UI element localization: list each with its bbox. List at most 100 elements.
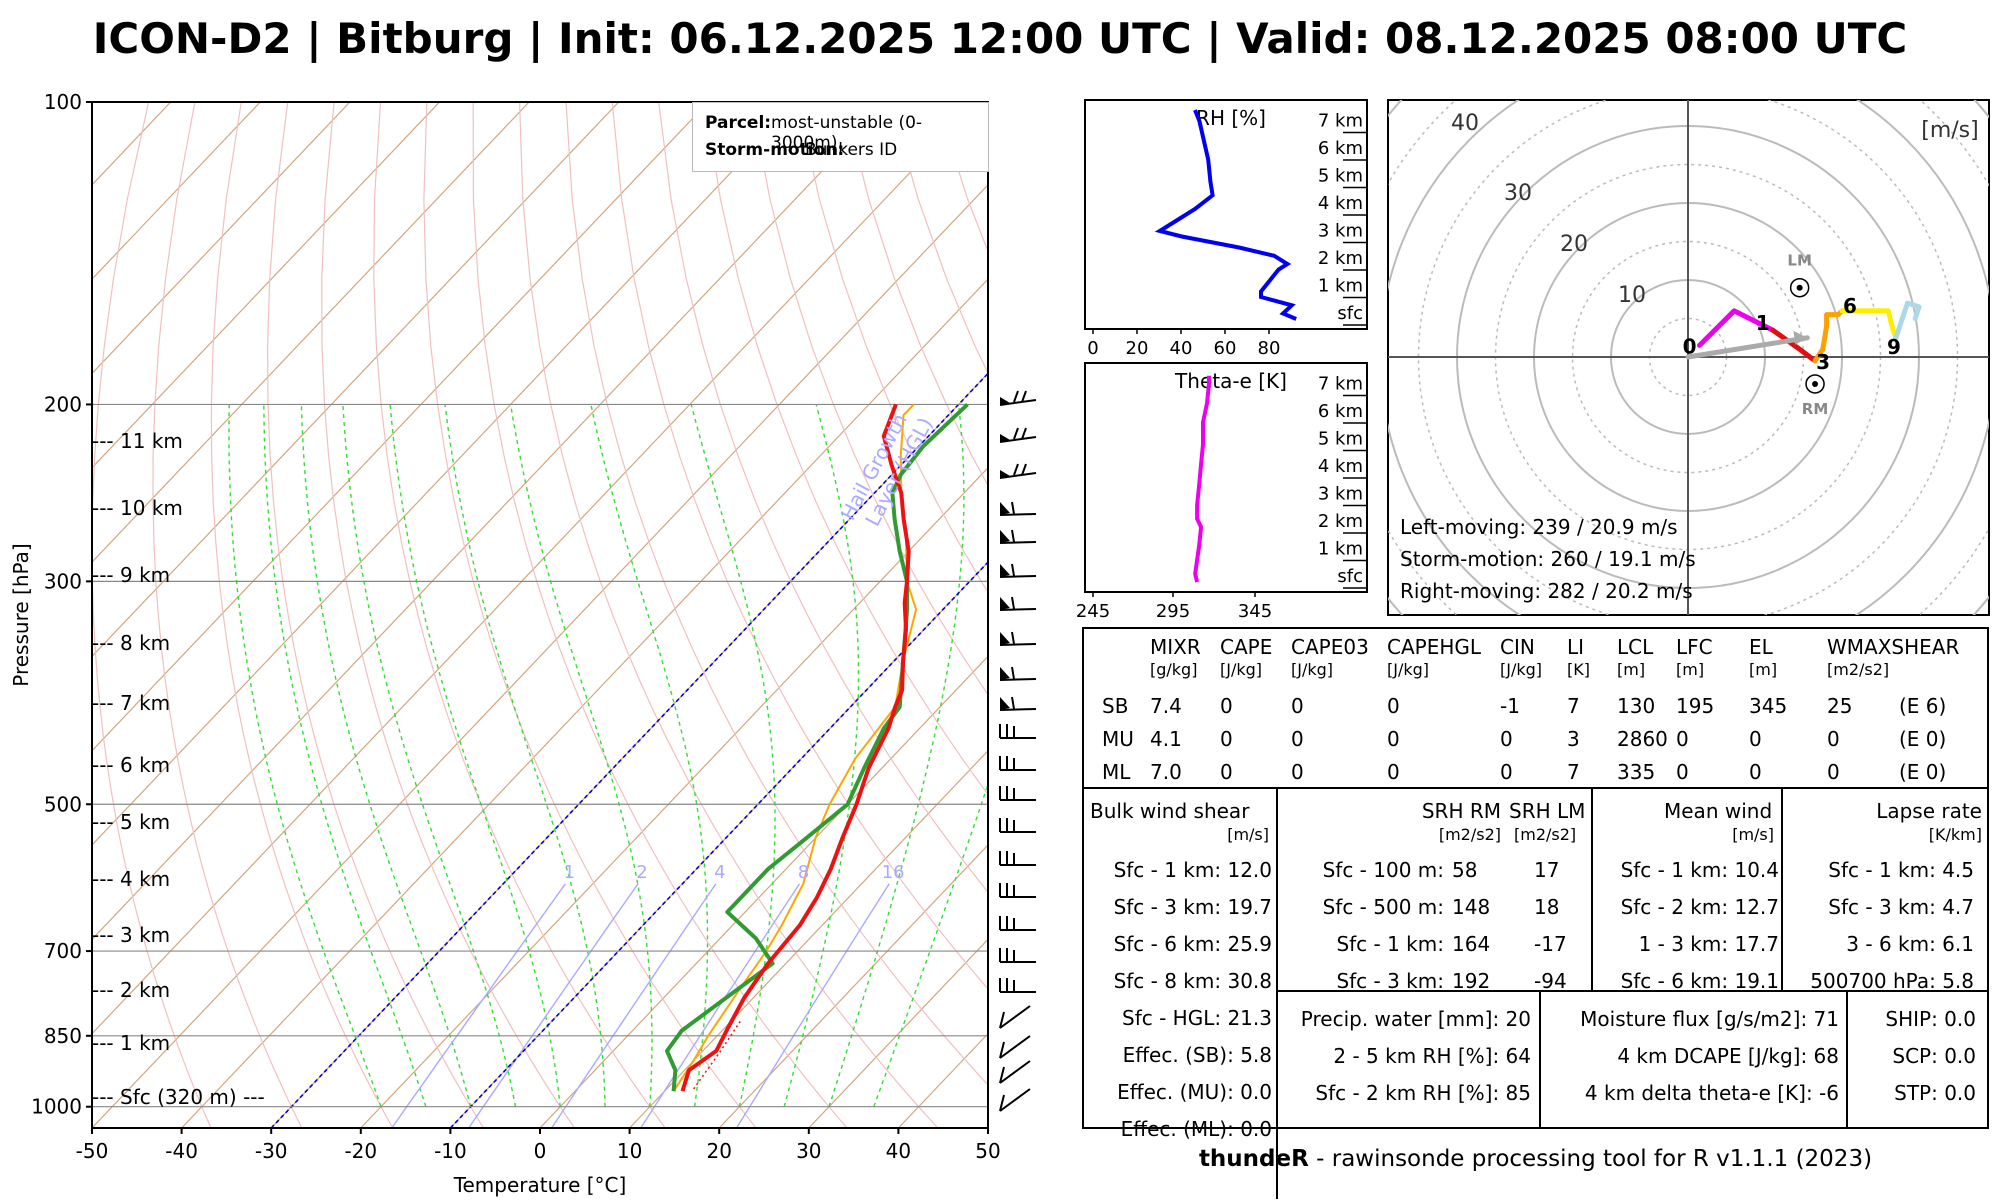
parcel-value: most-unstable (0-3000m) bbox=[771, 113, 923, 153]
table-value: 195 bbox=[1676, 694, 1715, 718]
moist-adiabat bbox=[228, 404, 382, 1107]
mixing-ratio-line bbox=[551, 883, 717, 1128]
barb-staff bbox=[999, 513, 1037, 516]
barb-feather bbox=[1011, 563, 1015, 577]
height-label: --- 10 km bbox=[92, 496, 183, 520]
barb-feather bbox=[999, 883, 1015, 897]
wind-barb bbox=[999, 563, 1037, 578]
isotherm bbox=[92, 102, 888, 941]
hodograph-point-label: 3 bbox=[1816, 350, 1830, 374]
theta-e-frame bbox=[1084, 362, 1368, 593]
table-value: 0 bbox=[1387, 760, 1400, 784]
temp-tick-label: 20 bbox=[706, 1139, 731, 1163]
theta-e-height-label: 6 km bbox=[1318, 401, 1363, 422]
table-header: EL bbox=[1749, 635, 1773, 659]
barb-feather bbox=[1011, 696, 1015, 710]
moisture-left-row: 2 - 5 km RH [%]: 64 bbox=[1333, 1044, 1531, 1068]
hodograph-segment bbox=[1839, 308, 1899, 341]
bulk-shear-row: Sfc - 8 km: 30.8 bbox=[1113, 969, 1272, 993]
storm-motion-label: RM bbox=[1802, 400, 1828, 418]
isotherm bbox=[360, 466, 988, 1128]
table-value: 130 bbox=[1617, 694, 1656, 718]
height-label: --- 11 km bbox=[92, 429, 183, 453]
footer-text: - rawinsonde processing tool for R v1.1.… bbox=[1308, 1146, 1873, 1172]
mixing-ratio-line bbox=[736, 883, 890, 1128]
theta-e-height-label: 1 km bbox=[1318, 539, 1363, 560]
table-value: 0 bbox=[1500, 760, 1513, 784]
table-value: 0 bbox=[1387, 694, 1400, 718]
barb-feather bbox=[999, 916, 1015, 930]
table-header: WMAXSHEAR bbox=[1827, 635, 1960, 659]
mean-wind-row: Sfc - 1 km: 10.4 bbox=[1620, 858, 1779, 882]
table-value: 0 bbox=[1749, 760, 1762, 784]
srh-lm-title: SRH LM bbox=[1509, 799, 1586, 823]
height-label: --- Sfc (320 m) --- bbox=[92, 1085, 265, 1109]
temp-tick-label: 0 bbox=[534, 1139, 547, 1163]
bulk-shear-row: Sfc - HGL: 21.3 bbox=[1122, 1006, 1272, 1030]
hodograph-point-label: 6 bbox=[1843, 294, 1857, 318]
dry-adiabat bbox=[750, 102, 988, 696]
table-unit: [g/kg] bbox=[1150, 660, 1198, 679]
isotherm bbox=[629, 749, 988, 1128]
moist-adiabat bbox=[828, 404, 965, 1107]
table-unit: [J/kg] bbox=[1387, 660, 1430, 679]
mean-wind-title: Mean wind bbox=[1664, 799, 1773, 823]
hodograph-ring-label: 20 bbox=[1560, 232, 1588, 257]
mixing-ratio-label: 8 bbox=[798, 862, 809, 883]
wind-barb bbox=[999, 851, 1036, 866]
moist-adiabat bbox=[690, 404, 776, 1107]
table-unit: [m] bbox=[1617, 660, 1646, 679]
table-value: (E 0) bbox=[1899, 727, 1947, 751]
isotherm bbox=[718, 844, 988, 1128]
barb-feather bbox=[999, 818, 1015, 832]
table-value: 7.4 bbox=[1150, 694, 1182, 718]
barb-feather bbox=[1013, 463, 1027, 476]
srh-rm-value: 192 bbox=[1452, 969, 1491, 993]
isotherm bbox=[539, 655, 988, 1128]
dry-adiabat bbox=[704, 102, 988, 796]
barb-pennant bbox=[1000, 697, 1010, 710]
hodograph-segment bbox=[1812, 308, 1845, 364]
table-value: 0 bbox=[1291, 694, 1304, 718]
table-header: LI bbox=[1567, 635, 1585, 659]
storm-key: Storm-motion: bbox=[705, 140, 845, 160]
table-header: CAPEHGL bbox=[1387, 635, 1482, 659]
table-value: 3 bbox=[1567, 727, 1580, 751]
table-unit: [J/kg] bbox=[1291, 660, 1334, 679]
barb-staff bbox=[999, 1088, 1031, 1112]
table-unit: [m] bbox=[1749, 660, 1778, 679]
table-unit: [J/kg] bbox=[1500, 660, 1543, 679]
theta-e-height-label: 4 km bbox=[1318, 456, 1363, 477]
barb-staff bbox=[999, 708, 1037, 711]
table-header: LFC bbox=[1676, 635, 1713, 659]
barb-staff bbox=[999, 1005, 1031, 1029]
isotherm bbox=[181, 278, 988, 1128]
mixing-ratio-label: 16 bbox=[882, 862, 905, 883]
srh-rm-value: 164 bbox=[1452, 932, 1491, 956]
table-header: CAPE03 bbox=[1291, 635, 1369, 659]
lapse-rate-title: Lapse rate bbox=[1876, 799, 1982, 823]
dry-adiabat bbox=[658, 102, 988, 894]
storm-motion-label: LM bbox=[1787, 252, 1812, 270]
mixing-ratio-label: 4 bbox=[714, 862, 725, 883]
wind-barb bbox=[999, 883, 1036, 898]
hodograph-ring-label: 10 bbox=[1618, 283, 1646, 308]
page-title: ICON-D2 | Bitburg | Init: 06.12.2025 12:… bbox=[92, 14, 1908, 63]
rh-frame bbox=[1084, 99, 1368, 330]
mean-wind-row: Sfc - 6 km: 19.1 bbox=[1620, 969, 1779, 993]
bulk-shear-title: Bulk wind shear bbox=[1090, 799, 1250, 823]
rh-height-label: 2 km bbox=[1318, 248, 1363, 269]
hodograph-segment bbox=[1893, 300, 1922, 341]
table-value: 25 bbox=[1827, 694, 1853, 718]
isotherm bbox=[92, 102, 620, 658]
moist-adiabat bbox=[783, 404, 860, 1107]
moisture-left-row: Precip. water [mm]: 20 bbox=[1300, 1007, 1531, 1031]
mean-wind-unit: [m/s] bbox=[1732, 825, 1774, 844]
theta-e-height-label: 2 km bbox=[1318, 511, 1363, 532]
table-unit: [m] bbox=[1676, 660, 1705, 679]
barb-feather bbox=[999, 978, 1015, 992]
barb-feather bbox=[999, 756, 1015, 770]
footer: thundeR - rawinsonde processing tool for… bbox=[1082, 1146, 1989, 1172]
y-axis-label: Pressure [hPa] bbox=[9, 543, 33, 686]
table-value: 0 bbox=[1291, 760, 1304, 784]
